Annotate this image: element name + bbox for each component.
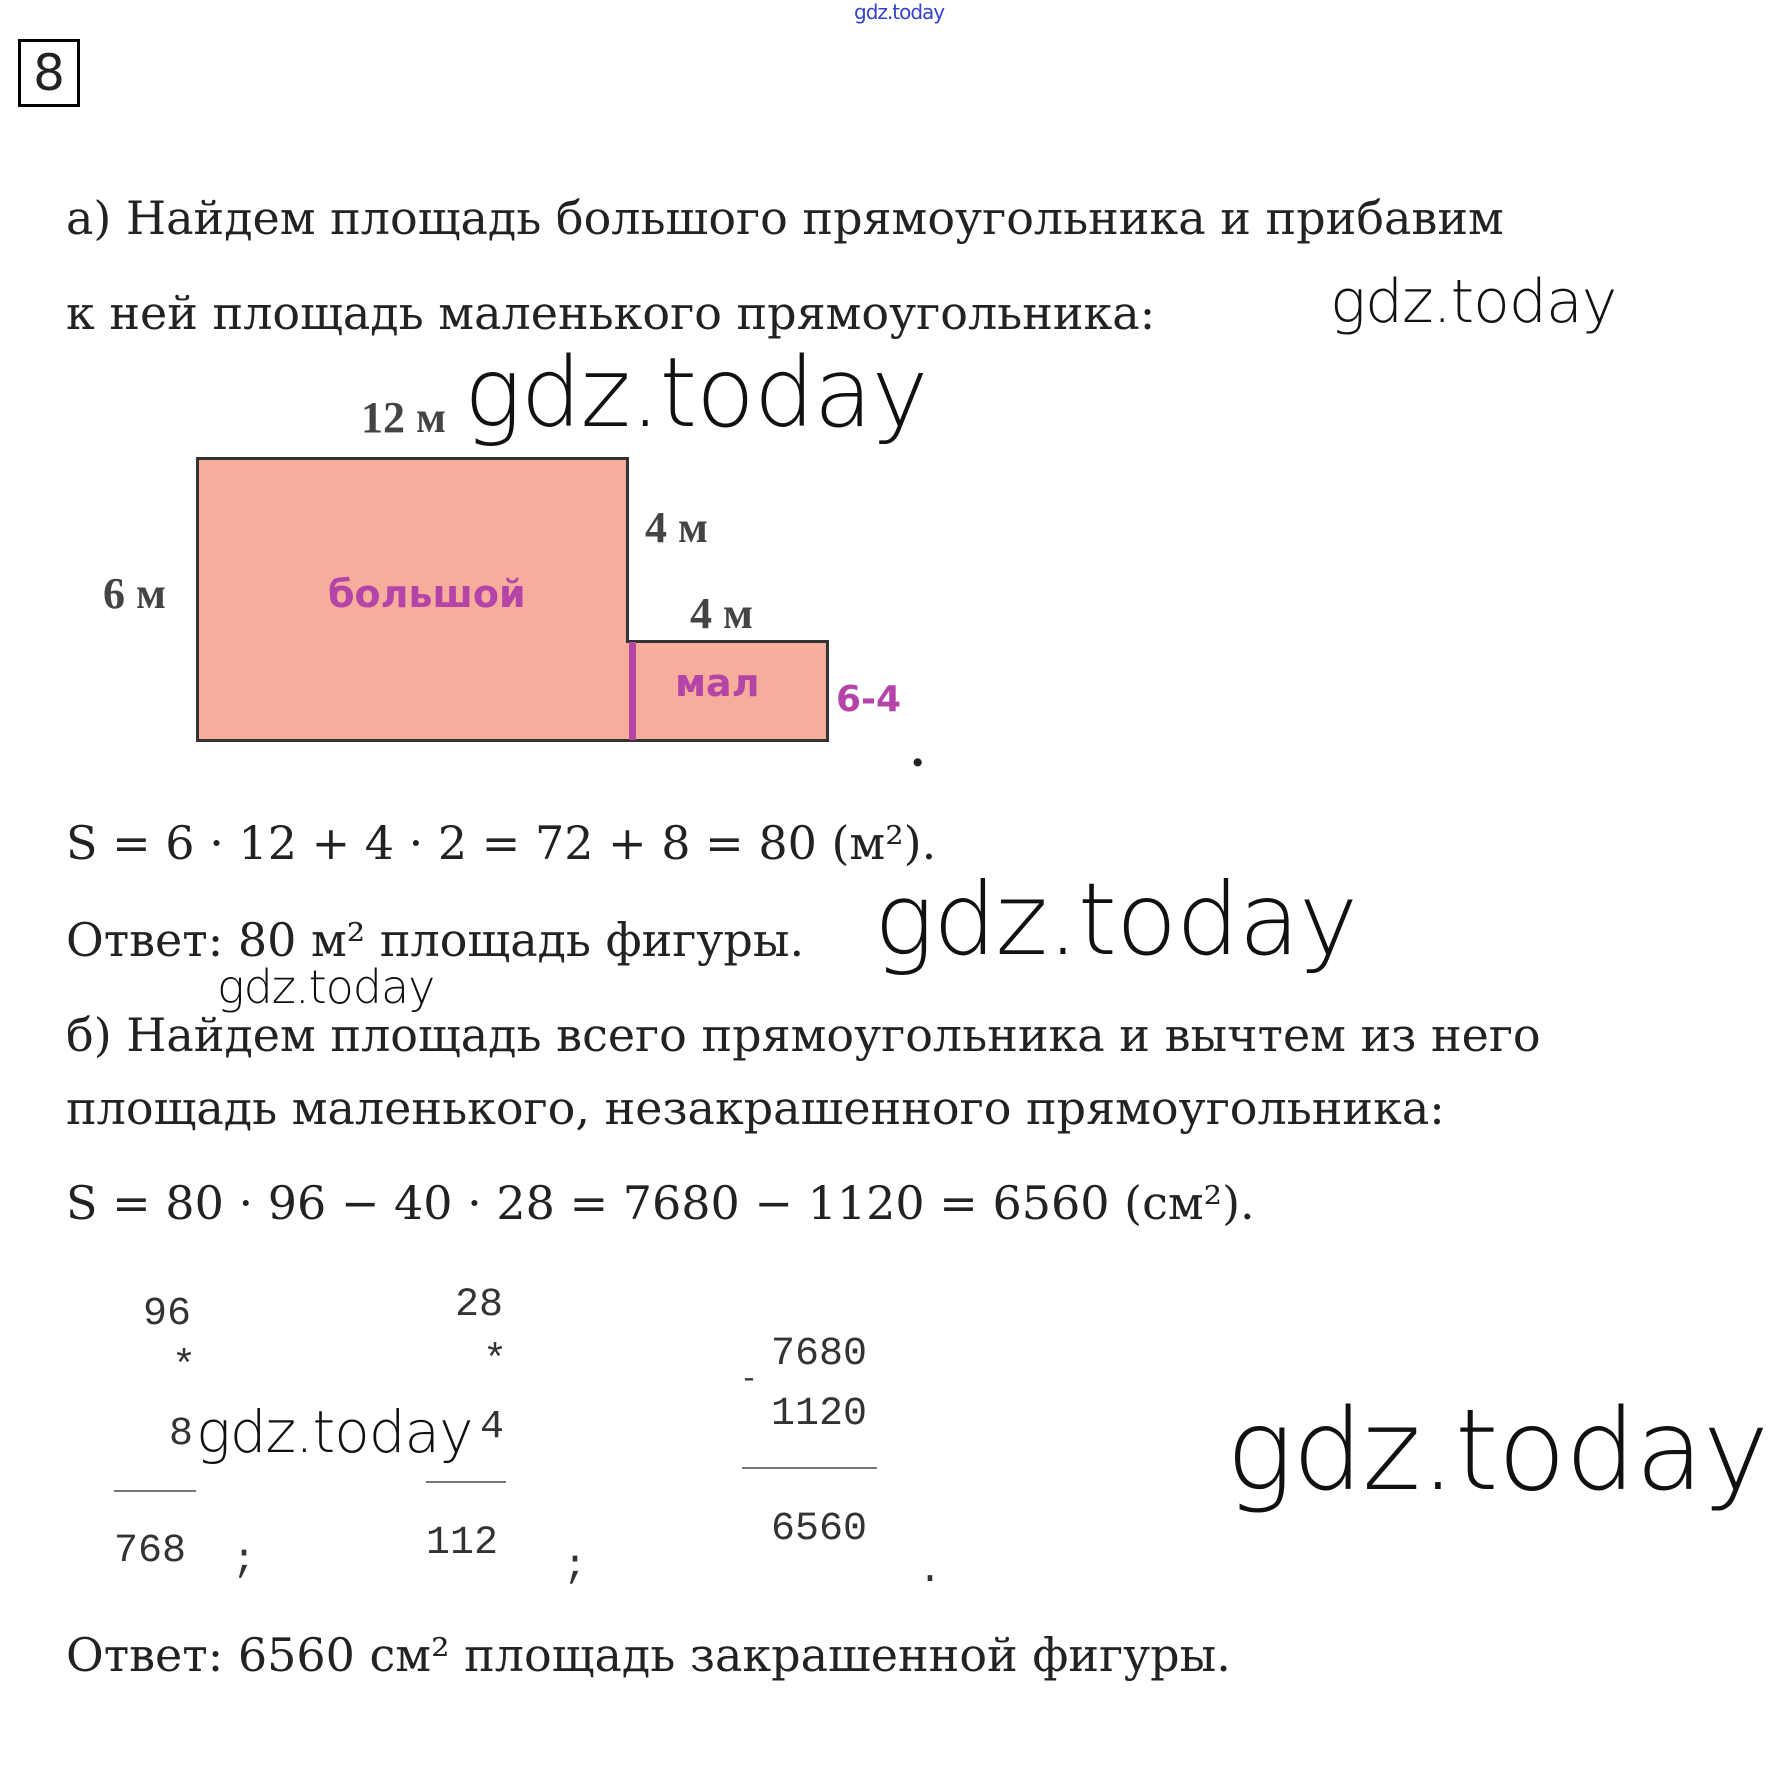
part-b-line2: площадь маленького, незакрашенного прямо… bbox=[66, 1081, 1445, 1135]
operator: * bbox=[483, 1339, 508, 1384]
watermark: gdz.today bbox=[464, 337, 928, 449]
result: 112 bbox=[426, 1521, 499, 1566]
rule bbox=[426, 1481, 506, 1483]
part-a-line1: а) Найдем площадь большого прямоугольник… bbox=[66, 191, 1504, 245]
watermark-top: gdz.today bbox=[854, 0, 945, 24]
label-big: большой bbox=[328, 572, 526, 616]
separator: ; bbox=[232, 1539, 257, 1584]
label-small-height: 6-4 bbox=[836, 679, 902, 720]
label-small: мал bbox=[675, 661, 760, 705]
operand: 4 bbox=[480, 1405, 505, 1450]
part-b-line1: б) Найдем площадь всего прямоугольника и… bbox=[66, 1008, 1541, 1062]
separator: ; bbox=[563, 1545, 588, 1590]
label-top: 12 м bbox=[361, 393, 446, 442]
watermark: gdz.today bbox=[217, 960, 435, 1014]
separator: . bbox=[918, 1549, 943, 1594]
operator: * bbox=[172, 1345, 197, 1390]
result: 6560 bbox=[771, 1507, 868, 1552]
rule bbox=[114, 1490, 196, 1492]
part-b-answer: Ответ: 6560 см² площадь закрашенной фигу… bbox=[66, 1628, 1231, 1682]
watermark: gdz.today bbox=[1330, 267, 1617, 337]
operand: 28 bbox=[455, 1283, 504, 1328]
big-rectangle bbox=[196, 457, 629, 742]
part-a-line2: к ней площадь маленького прямоугольника: bbox=[66, 286, 1156, 340]
operand: 96 bbox=[143, 1292, 192, 1337]
operand: 1120 bbox=[771, 1392, 868, 1437]
dot: . bbox=[910, 726, 926, 777]
task-number: 8 bbox=[18, 39, 80, 107]
operand: 7680 bbox=[771, 1332, 868, 1377]
small-rectangle bbox=[626, 640, 829, 742]
part-b-formula: S = 80 · 96 − 40 · 28 = 7680 − 1120 = 65… bbox=[66, 1176, 1255, 1230]
label-left: 6 м bbox=[103, 569, 166, 618]
watermark: gdz.today bbox=[874, 861, 1358, 978]
part-a-formula: S = 6 · 12 + 4 · 2 = 72 + 8 = 80 (м²). bbox=[66, 816, 937, 870]
result: 768 bbox=[114, 1529, 187, 1574]
divider-line bbox=[629, 642, 636, 740]
label-step: 4 м bbox=[645, 503, 708, 552]
watermark: gdz.today bbox=[196, 1398, 473, 1466]
watermark: gdz.today bbox=[1226, 1386, 1769, 1516]
operator: - bbox=[740, 1363, 759, 1397]
label-small-top: 4 м bbox=[690, 589, 753, 638]
operand: 8 bbox=[169, 1412, 194, 1457]
part-a-answer: Ответ: 80 м² площадь фигуры. bbox=[66, 913, 805, 967]
rule bbox=[742, 1467, 877, 1469]
